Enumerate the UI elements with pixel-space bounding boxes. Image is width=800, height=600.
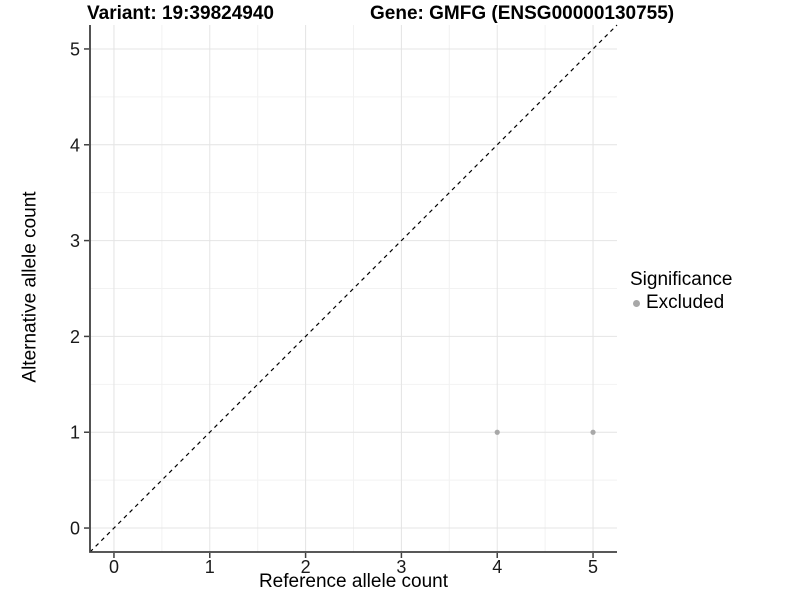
- y-tick-label: 1: [70, 423, 80, 443]
- y-tick-label: 2: [70, 327, 80, 347]
- x-tick-label: 1: [205, 557, 215, 577]
- y-axis-title: Alternative allele count: [19, 191, 41, 383]
- legend-item-excluded: Excluded: [630, 292, 732, 314]
- y-tick-label: 3: [70, 231, 80, 251]
- x-axis-title: Reference allele count: [258, 571, 449, 592]
- data-point-excluded: [590, 429, 596, 435]
- plot-title-gene: Gene: GMFG (ENSG00000130755): [370, 3, 675, 24]
- legend: Significance Excluded: [630, 269, 732, 314]
- data-point-excluded: [494, 429, 500, 435]
- plot-title-variant: Variant: 19:39824940: [87, 3, 274, 24]
- x-tick-label: 5: [588, 557, 598, 577]
- y-tick-label: 4: [70, 135, 80, 155]
- x-tick-label: 2: [301, 557, 311, 577]
- axis-lines: [89, 25, 617, 553]
- legend-item-label: Excluded: [646, 292, 725, 313]
- x-tick-label: 3: [396, 557, 406, 577]
- y-tick-label: 0: [70, 519, 80, 539]
- legend-excluded-dot-icon: [633, 299, 640, 307]
- x-tick-label: 0: [109, 557, 119, 577]
- x-tick-label: 4: [492, 557, 502, 577]
- legend-title: Significance: [630, 269, 733, 290]
- y-tick-label: 5: [70, 39, 80, 59]
